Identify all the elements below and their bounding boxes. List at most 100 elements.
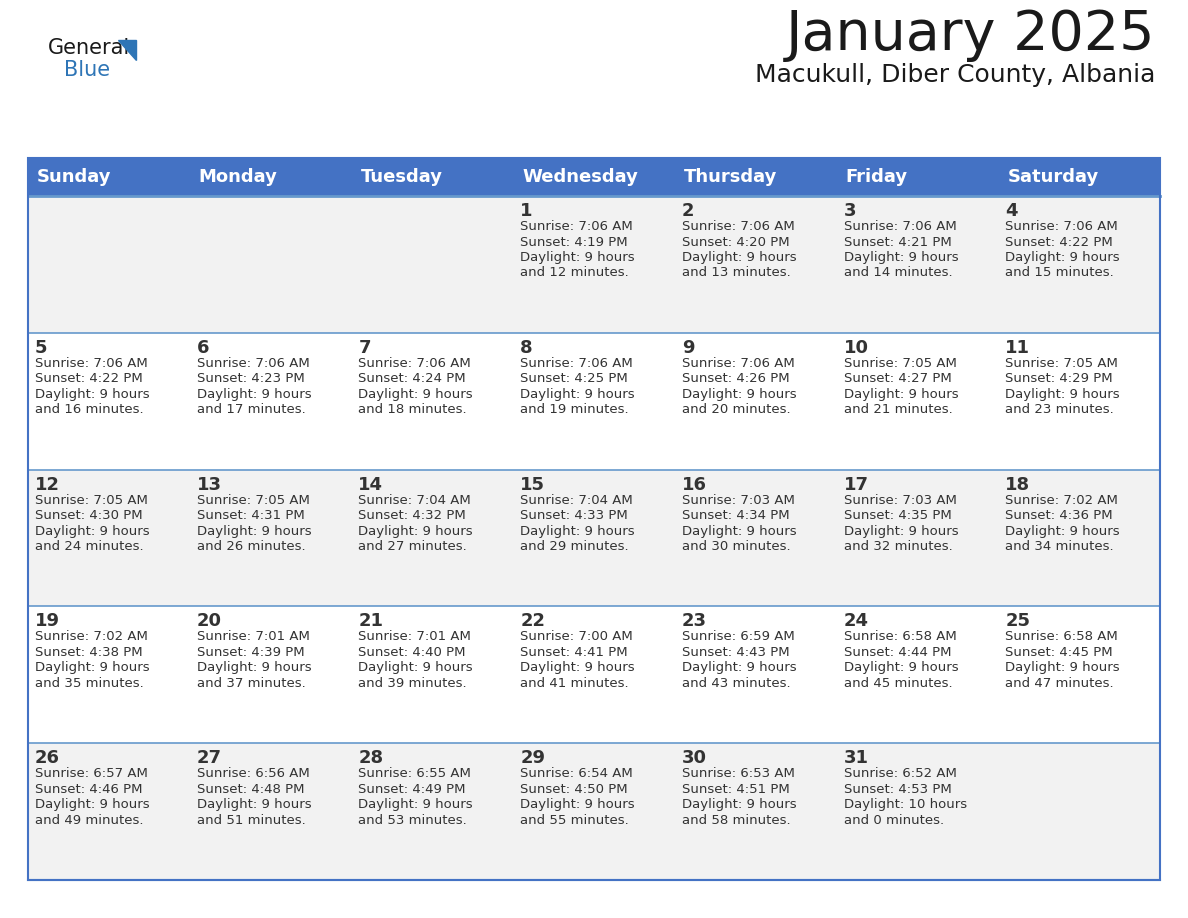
Text: Daylight: 9 hours: Daylight: 9 hours [197,524,311,538]
Text: Sunrise: 6:57 AM: Sunrise: 6:57 AM [34,767,147,780]
Text: Sunrise: 7:03 AM: Sunrise: 7:03 AM [843,494,956,507]
Text: 27: 27 [197,749,222,767]
Text: and 21 minutes.: and 21 minutes. [843,403,953,416]
Text: 20: 20 [197,612,222,631]
Text: and 34 minutes.: and 34 minutes. [1005,540,1114,554]
Text: Wednesday: Wednesday [523,168,638,186]
Text: Daylight: 9 hours: Daylight: 9 hours [843,661,959,675]
Text: and 24 minutes.: and 24 minutes. [34,540,144,554]
Text: 18: 18 [1005,476,1030,494]
Text: Sunrise: 7:06 AM: Sunrise: 7:06 AM [197,357,309,370]
Text: Daylight: 9 hours: Daylight: 9 hours [359,798,473,812]
Text: 16: 16 [682,476,707,494]
Text: Sunset: 4:46 PM: Sunset: 4:46 PM [34,783,143,796]
Bar [190,158,352,196]
Text: Sunset: 4:23 PM: Sunset: 4:23 PM [197,373,304,386]
Text: 11: 11 [1005,339,1030,357]
Text: and 43 minutes.: and 43 minutes. [682,677,790,690]
Text: Daylight: 9 hours: Daylight: 9 hours [1005,251,1120,264]
Text: Daylight: 9 hours: Daylight: 9 hours [197,798,311,812]
Text: and 14 minutes.: and 14 minutes. [843,266,953,279]
Text: Sunset: 4:35 PM: Sunset: 4:35 PM [843,509,952,522]
Text: and 37 minutes.: and 37 minutes. [197,677,305,690]
Text: Sunset: 4:45 PM: Sunset: 4:45 PM [1005,646,1113,659]
Text: Daylight: 9 hours: Daylight: 9 hours [520,251,634,264]
Text: Sunrise: 7:02 AM: Sunrise: 7:02 AM [34,631,147,644]
Text: Daylight: 9 hours: Daylight: 9 hours [682,251,796,264]
Text: Sunset: 4:49 PM: Sunset: 4:49 PM [359,783,466,796]
Text: Sunrise: 7:06 AM: Sunrise: 7:06 AM [359,357,472,370]
Bar [29,158,190,196]
Text: Daylight: 9 hours: Daylight: 9 hours [682,524,796,538]
Text: Sunset: 4:26 PM: Sunset: 4:26 PM [682,373,790,386]
Text: and 27 minutes.: and 27 minutes. [359,540,467,554]
Text: Sunrise: 7:05 AM: Sunrise: 7:05 AM [197,494,310,507]
Text: 28: 28 [359,749,384,767]
Bar [836,158,998,196]
Text: and 51 minutes.: and 51 minutes. [197,813,305,827]
Text: Daylight: 9 hours: Daylight: 9 hours [34,387,150,401]
Text: and 20 minutes.: and 20 minutes. [682,403,790,416]
Text: Daylight: 9 hours: Daylight: 9 hours [682,798,796,812]
Text: and 16 minutes.: and 16 minutes. [34,403,144,416]
Text: Thursday: Thursday [684,168,777,186]
Text: Sunrise: 7:01 AM: Sunrise: 7:01 AM [197,631,310,644]
Text: and 26 minutes.: and 26 minutes. [197,540,305,554]
Bar [998,158,1159,196]
Text: Sunrise: 7:06 AM: Sunrise: 7:06 AM [520,220,633,233]
Bar [352,158,513,196]
Text: Sunday: Sunday [37,168,112,186]
Text: 7: 7 [359,339,371,357]
Text: Sunrise: 7:05 AM: Sunrise: 7:05 AM [34,494,147,507]
Text: Saturday: Saturday [1007,168,1099,186]
Text: and 45 minutes.: and 45 minutes. [843,677,953,690]
Text: and 12 minutes.: and 12 minutes. [520,266,628,279]
Text: 14: 14 [359,476,384,494]
Text: 5: 5 [34,339,48,357]
Text: Sunset: 4:43 PM: Sunset: 4:43 PM [682,646,790,659]
Text: and 47 minutes.: and 47 minutes. [1005,677,1114,690]
Text: 2: 2 [682,202,694,220]
Text: Sunset: 4:20 PM: Sunset: 4:20 PM [682,236,790,249]
Text: Sunrise: 7:02 AM: Sunrise: 7:02 AM [1005,494,1118,507]
Text: Sunset: 4:21 PM: Sunset: 4:21 PM [843,236,952,249]
Text: Blue: Blue [64,60,110,80]
Text: 23: 23 [682,612,707,631]
Text: Sunrise: 7:05 AM: Sunrise: 7:05 AM [1005,357,1118,370]
Text: 1: 1 [520,202,532,220]
Text: 17: 17 [843,476,868,494]
Text: Daylight: 9 hours: Daylight: 9 hours [843,524,959,538]
Text: Daylight: 9 hours: Daylight: 9 hours [1005,524,1120,538]
Text: Daylight: 9 hours: Daylight: 9 hours [197,387,311,401]
Text: Daylight: 9 hours: Daylight: 9 hours [359,661,473,675]
Text: and 23 minutes.: and 23 minutes. [1005,403,1114,416]
Text: 21: 21 [359,612,384,631]
Text: Daylight: 9 hours: Daylight: 9 hours [359,524,473,538]
Text: Daylight: 9 hours: Daylight: 9 hours [520,387,634,401]
Text: 13: 13 [197,476,222,494]
Text: Daylight: 9 hours: Daylight: 9 hours [843,387,959,401]
Bar [29,158,1159,880]
Text: Sunrise: 6:52 AM: Sunrise: 6:52 AM [843,767,956,780]
Text: Daylight: 9 hours: Daylight: 9 hours [520,798,634,812]
Text: Daylight: 9 hours: Daylight: 9 hours [359,387,473,401]
Text: Sunset: 4:19 PM: Sunset: 4:19 PM [520,236,627,249]
Text: 31: 31 [843,749,868,767]
Text: Sunrise: 6:56 AM: Sunrise: 6:56 AM [197,767,309,780]
Text: and 58 minutes.: and 58 minutes. [682,813,790,827]
Text: Daylight: 9 hours: Daylight: 9 hours [682,387,796,401]
Text: and 55 minutes.: and 55 minutes. [520,813,628,827]
Text: Sunset: 4:32 PM: Sunset: 4:32 PM [359,509,466,522]
Text: Sunrise: 7:06 AM: Sunrise: 7:06 AM [682,357,795,370]
Text: 8: 8 [520,339,532,357]
Text: and 29 minutes.: and 29 minutes. [520,540,628,554]
Text: Daylight: 9 hours: Daylight: 9 hours [34,524,150,538]
Text: and 30 minutes.: and 30 minutes. [682,540,790,554]
Text: Daylight: 10 hours: Daylight: 10 hours [843,798,967,812]
Text: Sunrise: 6:59 AM: Sunrise: 6:59 AM [682,631,795,644]
Text: Sunset: 4:48 PM: Sunset: 4:48 PM [197,783,304,796]
Text: Sunrise: 7:04 AM: Sunrise: 7:04 AM [520,494,633,507]
Text: Daylight: 9 hours: Daylight: 9 hours [34,798,150,812]
Text: Macukull, Diber County, Albania: Macukull, Diber County, Albania [754,63,1155,87]
Text: and 13 minutes.: and 13 minutes. [682,266,790,279]
